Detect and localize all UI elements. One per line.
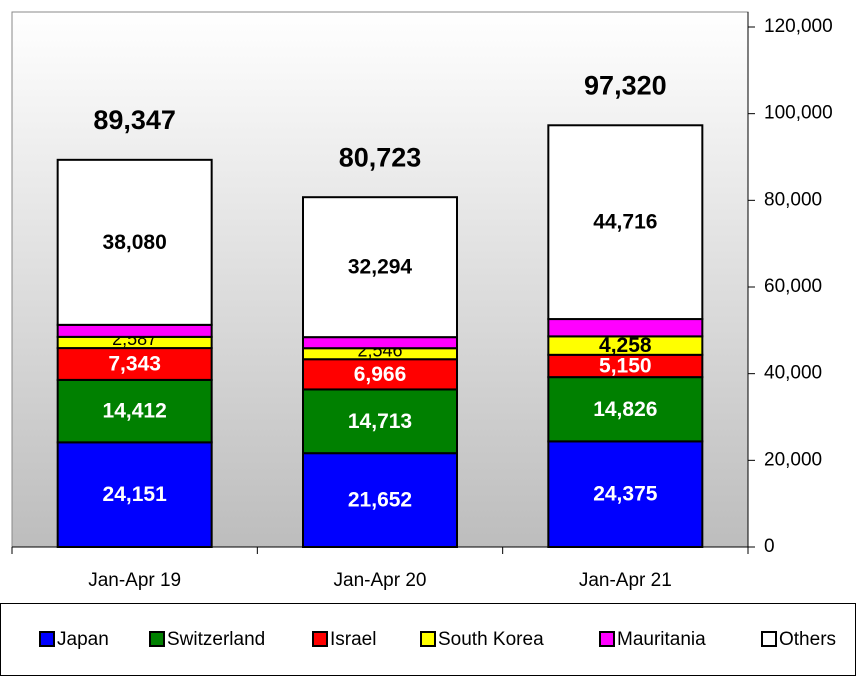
legend-label: Others: [779, 629, 836, 650]
data-label: 32,294: [348, 256, 413, 279]
x-tick-label: Jan-Apr 21: [579, 570, 672, 591]
data-label: 24,375: [593, 483, 658, 506]
data-label: 24,151: [103, 483, 168, 506]
legend-swatch: [599, 631, 615, 647]
bar-segment: [547, 440, 704, 548]
data-label: 14,713: [348, 410, 412, 433]
y-tick-label: 120,000: [764, 16, 833, 37]
data-label: 21,652: [348, 489, 412, 512]
data-label: 4,258: [599, 334, 652, 357]
legend-label: South Korea: [438, 629, 544, 650]
bar-segment: [56, 347, 213, 381]
legend-label: Switzerland: [167, 629, 265, 650]
total-label: 80,723: [339, 142, 422, 172]
legend-swatch: [149, 631, 165, 647]
data-label: 44,716: [593, 211, 657, 234]
legend-swatch: [761, 631, 777, 647]
legend-label: Mauritania: [617, 629, 706, 650]
data-label: 14,826: [593, 398, 657, 421]
y-tick-label: 20,000: [764, 449, 822, 470]
data-label: 38,080: [103, 231, 167, 254]
bar-segment: [302, 452, 458, 548]
y-tick-label: 80,000: [764, 189, 822, 210]
data-label: 6,966: [354, 363, 407, 386]
x-tick-label: Jan-Apr 20: [334, 570, 427, 591]
y-tick-label: 60,000: [764, 276, 822, 297]
y-tick-label: 40,000: [764, 363, 822, 384]
y-tick-label: 100,000: [764, 103, 833, 124]
legend-label: Japan: [57, 629, 109, 650]
bar-segment: [302, 196, 458, 339]
y-tick-label: 0: [764, 536, 775, 557]
x-tick-label: Jan-Apr 19: [88, 570, 181, 591]
data-label: 5,150: [599, 355, 652, 378]
bar-segment: [56, 441, 213, 549]
bar-segment: [547, 318, 704, 338]
legend-swatch: [420, 631, 436, 647]
bar-segment: [302, 336, 458, 350]
legend-swatch: [312, 631, 328, 647]
bar-segment: [56, 378, 213, 444]
data-label: 14,412: [103, 400, 167, 423]
legend-swatch: [39, 631, 55, 647]
total-label: 89,347: [93, 105, 176, 135]
bar-segment: [547, 124, 704, 321]
total-label: 97,320: [584, 70, 667, 100]
bar-segment: [302, 358, 458, 391]
data-label: 7,343: [108, 353, 161, 376]
bar-segment: [56, 323, 213, 338]
bar-segment: [56, 158, 213, 326]
legend-label: Israel: [330, 629, 376, 650]
